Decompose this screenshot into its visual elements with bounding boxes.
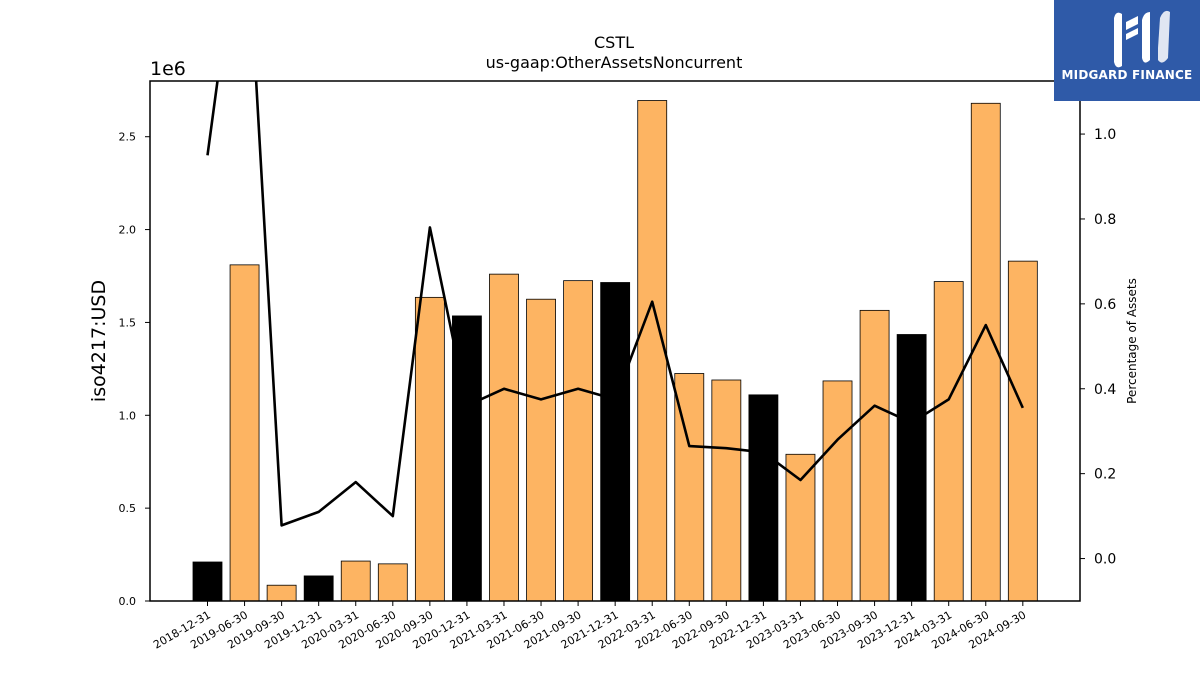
plot-frame [149,80,1081,602]
bar-2022-03-31 [637,100,668,602]
bar-2019-06-30 [229,264,260,602]
bar-2020-09-30 [414,296,445,602]
midgard-logo-icon [1114,10,1170,68]
bar-2018-12-31 [192,561,223,602]
brand-logo: MIDGARD FINANCE [1054,0,1200,101]
bar-2023-12-31 [896,334,927,602]
bar-2024-09-30 [1007,260,1038,602]
y2-axis-ticks: 0.0 0.2 0.4 0.6 0.8 1.0 [1080,127,1116,568]
bar-2022-12-31 [748,394,779,602]
bar-2021-06-30 [526,298,556,602]
bar-2024-06-30 [970,102,1001,602]
y-tick-label: 2.5 [119,131,137,144]
bar-2021-09-30 [563,280,593,602]
percentage-line [206,81,1024,527]
chart-title: CSTL [594,33,634,52]
bar-2023-03-31 [785,453,816,602]
y-tick-label: 0.5 [119,502,137,515]
chart-subtitle: us-gaap:OtherAssetsNoncurrent [486,53,743,72]
bar-2024-03-31 [933,281,964,602]
bar-2023-09-30 [859,309,890,602]
y2-tick-label: 0.8 [1094,212,1116,228]
bar-2020-03-31 [340,560,371,602]
bar-2019-09-30 [266,584,297,602]
y-tick-label: 2.0 [119,224,137,237]
bar-2020-06-30 [377,563,408,602]
y-axis-offset-label: 1e6 [150,58,186,80]
bar-2023-06-30 [822,380,853,602]
bar-2022-09-30 [711,379,742,602]
percentage-line-series [206,81,1024,527]
y-tick-label: 1.0 [119,409,137,422]
y-tick-label: 0.0 [119,595,137,608]
bar-series [192,100,1038,602]
y-axis-label: iso4217:USD [88,280,110,402]
y2-tick-label: 0.6 [1094,297,1116,313]
y2-tick-label: 0.4 [1094,382,1116,398]
brand-logo-text: MIDGARD FINANCE [1061,68,1193,82]
y-axis-ticks: 0.0 0.5 1.0 1.5 2.0 2.5 [119,131,150,608]
bar-2021-12-31 [600,282,631,602]
bar-2021-03-31 [489,273,519,602]
y2-axis-label: Percentage of Assets [1125,278,1139,404]
x-axis-ticks: 2018-12-312019-06-302019-09-302019-12-31… [151,601,1028,652]
bar-2019-12-31 [303,575,334,602]
y-tick-label: 1.5 [119,316,137,329]
y2-tick-label: 0.2 [1094,467,1116,483]
y2-tick-label: 0.0 [1094,552,1116,568]
y2-tick-label: 1.0 [1094,127,1116,143]
